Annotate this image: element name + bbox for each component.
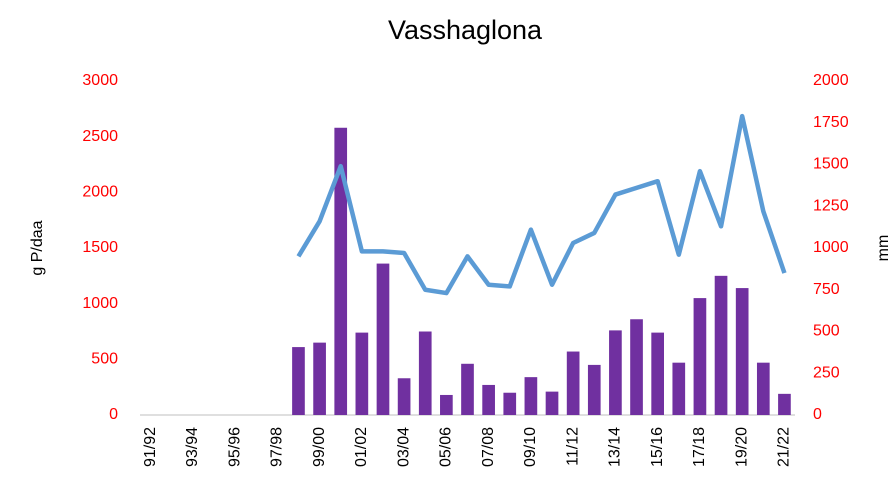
chart-title: Vasshaglona: [388, 15, 543, 45]
x-tick-label: 01/02: [353, 427, 370, 467]
x-tick-label: 93/94: [184, 427, 201, 467]
bar: [693, 298, 707, 415]
x-tick-label: 15/16: [649, 427, 666, 467]
bar: [397, 378, 411, 415]
bar: [418, 331, 432, 415]
bar: [587, 364, 601, 415]
bar: [672, 362, 686, 415]
bar: [376, 263, 390, 415]
x-tick-label: 09/10: [522, 427, 539, 467]
line: [296, 113, 787, 296]
x-tick-label: 95/96: [226, 427, 243, 467]
bar: [524, 377, 538, 415]
bar: [292, 347, 305, 415]
y2-tick-label: 250: [813, 364, 840, 381]
y-axis-label: g P/daa: [29, 220, 46, 275]
bar: [334, 127, 348, 415]
y-tick-label: 2500: [82, 128, 118, 145]
y2-tick-label: 1000: [813, 239, 849, 256]
bar: [440, 394, 453, 415]
bar: [756, 362, 770, 415]
y-tick-label: 2000: [82, 184, 118, 201]
bar: [609, 330, 622, 415]
y2-axis-label: mm: [875, 235, 892, 262]
x-tick-label: 21/22: [776, 427, 793, 467]
x-tick-label: 03/04: [395, 427, 412, 467]
y-tick-label: 1000: [82, 295, 118, 312]
bar: [461, 363, 474, 415]
y-tick-label: 500: [91, 351, 118, 368]
bar: [735, 288, 749, 415]
bar: [545, 391, 559, 415]
bar: [313, 342, 326, 415]
y2-tick-label: 0: [813, 406, 822, 423]
x-tick-label: 13/14: [607, 427, 624, 467]
x-tick-label: 05/06: [438, 427, 455, 467]
x-tick-label: 99/00: [311, 427, 328, 467]
bar: [355, 332, 369, 415]
y2-tick-label: 750: [813, 281, 840, 298]
bar: [778, 393, 791, 415]
y-tick-label: 0: [109, 406, 118, 423]
x-tick-label: 97/98: [269, 427, 286, 467]
bar: [503, 392, 517, 415]
y2-tick-label: 500: [813, 323, 840, 340]
x-tick-label: 07/08: [480, 427, 497, 467]
y-tick-label: 1500: [82, 239, 118, 256]
y2-tick-label: 1750: [813, 114, 849, 131]
bar: [482, 384, 495, 415]
x-tick-label: 19/20: [733, 427, 750, 467]
bar: [651, 332, 664, 415]
y-tick-label: 3000: [82, 72, 118, 89]
y2-tick-label: 2000: [813, 72, 849, 89]
y2-tick-label: 1500: [813, 156, 849, 173]
x-tick-label: 17/18: [691, 427, 708, 467]
x-tick-label: 11/12: [564, 427, 581, 466]
y2-tick-label: 1250: [813, 197, 849, 214]
x-tick-label: 91/92: [142, 427, 159, 467]
bar: [714, 275, 728, 415]
bar: [566, 351, 580, 415]
bar: [630, 319, 643, 415]
